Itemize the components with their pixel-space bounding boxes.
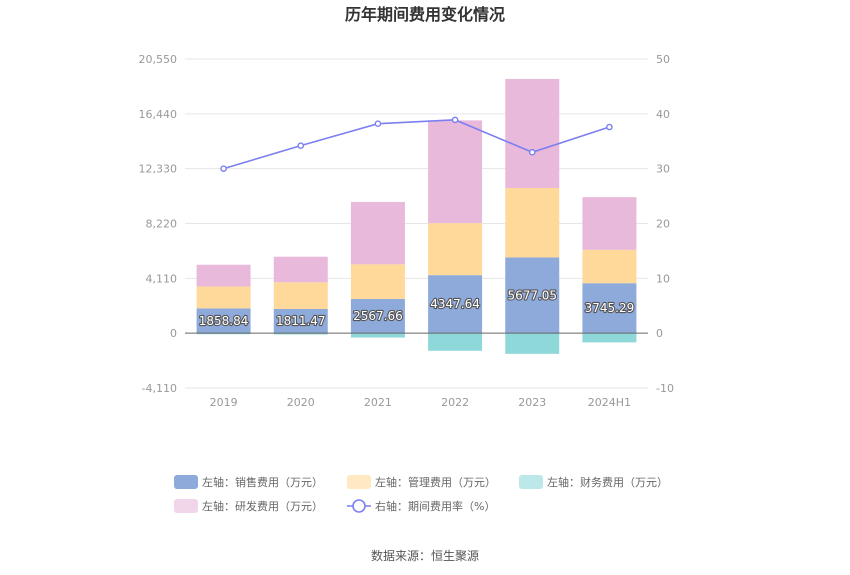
rate-point xyxy=(220,165,227,172)
left-tick-label: 8,220 xyxy=(146,218,178,231)
right-tick-label: 20 xyxy=(656,218,670,231)
axes: -4,110 0 4,110 8,220 12,330 16,440 20,550 -10 0 1… xyxy=(139,53,674,409)
rate-point xyxy=(606,123,613,131)
right-tick-label: -10 xyxy=(656,382,674,395)
bar-segment xyxy=(273,308,328,334)
legend-label: 右轴：期间费用率（%） xyxy=(375,499,495,513)
legend-label: 左轴：销售费用（万元） xyxy=(202,475,323,489)
data-label: 1858.84 xyxy=(199,314,249,328)
bar-segment xyxy=(505,257,560,334)
x-tick-label: 2021 xyxy=(364,396,392,409)
chart-title: 历年期间费用变化情况 xyxy=(345,5,505,24)
legend-item: 左轴：财务费用（万元） xyxy=(519,475,668,489)
right-tick-label: 50 xyxy=(656,53,670,66)
bars xyxy=(196,78,637,354)
bar-segment xyxy=(428,275,483,334)
x-tick-label: 2019 xyxy=(210,396,238,409)
legend: 左轴：销售费用（万元） 左轴：管理费用（万元） 左轴：财务费用（万元） 左轴：研发费用… xyxy=(174,475,668,513)
x-tick-label: 2024H1 xyxy=(588,396,631,409)
left-tick-label: -4,110 xyxy=(142,382,177,395)
legend-swatch xyxy=(519,475,543,489)
left-tick-label: 16,440 xyxy=(139,108,178,121)
legend-item: 左轴：管理费用（万元） xyxy=(347,475,496,489)
bar-segment xyxy=(273,256,328,283)
right-tick-label: 30 xyxy=(656,163,670,176)
bar-segment xyxy=(428,223,483,276)
left-tick-label: 4,110 xyxy=(146,272,178,285)
source-note: 数据来源：恒生聚源 xyxy=(371,548,479,563)
right-tick-label: 0 xyxy=(656,327,663,340)
left-tick-label: 12,330 xyxy=(139,163,178,176)
rate-point xyxy=(374,120,382,128)
bar-segment xyxy=(582,333,637,343)
legend-label: 左轴：研发费用（万元） xyxy=(202,499,323,513)
rate-line xyxy=(220,116,613,172)
bar-segment xyxy=(273,282,328,309)
rate-polyline xyxy=(223,119,610,170)
legend-label: 左轴：管理费用（万元） xyxy=(375,475,496,489)
bar-segment xyxy=(196,308,251,334)
data-label: 3745.29 xyxy=(585,301,635,315)
bar-segment xyxy=(582,283,637,334)
x-tick-label: 2020 xyxy=(287,396,315,409)
bar-segment xyxy=(505,188,560,258)
bar-segment xyxy=(350,201,405,265)
right-tick-label: 10 xyxy=(656,272,670,285)
data-label: 1811.47 xyxy=(276,314,326,328)
bar-segment xyxy=(196,333,251,335)
legend-swatch xyxy=(174,499,198,513)
data-labels: 1858.84 1811.47 2567.66 4347.64 5677.05 3745.… xyxy=(198,287,636,329)
rate-point xyxy=(297,142,305,149)
legend-item: 左轴：研发费用（万元） xyxy=(174,499,323,513)
legend-label: 左轴：财务费用（万元） xyxy=(547,475,668,489)
bar-segment xyxy=(428,333,483,351)
bar-segment xyxy=(505,78,560,189)
right-tick-label: 40 xyxy=(656,108,670,121)
left-tick-label: 0 xyxy=(170,327,177,340)
x-tick-label: 2023 xyxy=(518,396,546,409)
data-label: 2567.66 xyxy=(353,309,403,323)
bar-segment xyxy=(273,333,328,335)
legend-swatch xyxy=(174,475,198,489)
left-tick-label: 20,550 xyxy=(139,53,178,66)
bar-segment xyxy=(196,264,251,287)
rate-point xyxy=(528,148,536,156)
rate-point xyxy=(451,116,459,124)
bar-segment xyxy=(582,249,637,284)
bar-segment xyxy=(350,298,405,334)
bar-segment xyxy=(350,264,405,299)
bar-segment xyxy=(505,333,560,354)
data-label: 5677.05 xyxy=(507,288,557,302)
data-label: 4347.64 xyxy=(430,297,480,311)
bar-segment xyxy=(196,286,251,309)
legend-marker xyxy=(352,499,366,513)
x-tick-label: 2022 xyxy=(441,396,469,409)
legend-item: 右轴：期间费用率（%） xyxy=(347,499,495,513)
legend-item: 左轴：销售费用（万元） xyxy=(174,475,323,489)
bar-segment xyxy=(350,333,405,338)
bar-segment xyxy=(582,197,637,250)
bar-segment xyxy=(428,120,483,224)
legend-swatch xyxy=(347,475,371,489)
grid xyxy=(185,58,648,389)
